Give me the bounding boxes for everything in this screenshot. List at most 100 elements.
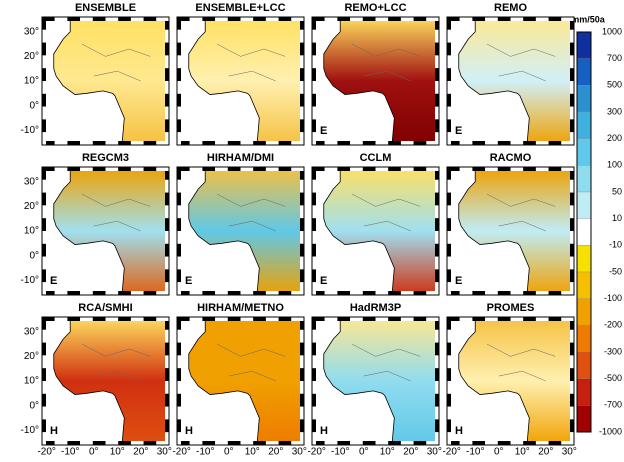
frame-tick xyxy=(570,107,574,120)
frame-tick xyxy=(536,317,549,321)
frame-tick xyxy=(177,343,181,356)
frame-tick xyxy=(165,419,169,432)
frame-tick xyxy=(144,317,157,321)
frame-tick xyxy=(177,17,181,30)
frame-tick xyxy=(447,167,451,180)
frame-tick xyxy=(401,291,414,295)
frame-tick xyxy=(312,193,316,206)
figure: mm/50a ENSEMBLE30°20°10°0°-10°ENSEMBLE+L… xyxy=(0,0,624,457)
panel-title: HIRHAM/DMI xyxy=(207,152,274,164)
frame-tick xyxy=(312,244,316,257)
frame-tick xyxy=(131,141,144,145)
frame-tick xyxy=(93,17,106,21)
frame-tick xyxy=(472,141,485,145)
colorbar-segment xyxy=(577,165,591,192)
frame-tick xyxy=(536,441,549,445)
frame-tick xyxy=(253,317,266,321)
lon-label: -10° xyxy=(61,447,79,457)
lat-label: 0° xyxy=(29,100,39,111)
frame-tick xyxy=(376,141,389,145)
frame-tick xyxy=(363,317,376,321)
frame-tick xyxy=(42,107,46,120)
frame-tick xyxy=(350,167,363,171)
frame-tick xyxy=(350,141,363,145)
frame-tick xyxy=(570,193,574,206)
lon-label: -10° xyxy=(466,447,484,457)
frame-tick xyxy=(266,291,279,295)
lon-label: 10° xyxy=(380,447,395,457)
colorbar-segment xyxy=(577,405,591,432)
frame-tick xyxy=(177,55,181,68)
frame-tick xyxy=(42,368,46,381)
frame-tick xyxy=(253,291,266,295)
lat-label: 30° xyxy=(24,26,39,37)
frame-tick xyxy=(498,141,511,145)
frame-tick xyxy=(67,317,80,321)
frame-tick xyxy=(291,167,304,171)
frame-tick xyxy=(165,180,169,193)
frame-tick xyxy=(177,94,181,107)
frame-tick xyxy=(300,30,304,43)
frame-tick xyxy=(447,244,451,257)
colorbar-label: 700 xyxy=(607,53,622,63)
colorbar-segment xyxy=(577,85,591,112)
frame-tick xyxy=(570,355,574,368)
frame-tick xyxy=(472,317,485,321)
panel-title: CCLM xyxy=(360,152,392,164)
frame-tick xyxy=(312,167,316,180)
frame-tick xyxy=(363,167,376,171)
frame-tick xyxy=(388,441,401,445)
frame-tick xyxy=(363,17,376,21)
frame-tick xyxy=(93,441,106,445)
frame-tick xyxy=(447,355,451,368)
colorbar-segment xyxy=(577,219,591,246)
frame-tick xyxy=(177,81,181,94)
lon-label: 20° xyxy=(133,447,148,457)
frame-tick xyxy=(447,419,451,432)
frame-tick xyxy=(312,17,316,30)
frame-tick xyxy=(177,218,181,231)
frame-tick xyxy=(190,17,203,21)
lat-label: 10° xyxy=(24,226,39,237)
frame-tick xyxy=(42,257,46,270)
frame-tick xyxy=(447,17,451,30)
frame-tick xyxy=(498,167,511,171)
frame-tick xyxy=(241,441,254,445)
frame-tick xyxy=(485,167,498,171)
frame-tick xyxy=(447,119,451,132)
frame-tick xyxy=(511,141,524,145)
frame-tick xyxy=(118,167,131,171)
panel-title: ENSEMBLE xyxy=(75,2,136,14)
frame-tick xyxy=(312,68,316,81)
colorbar-label: 300 xyxy=(607,106,622,116)
lon-label: 10° xyxy=(245,447,260,457)
frame-tick xyxy=(435,218,439,231)
frame-tick xyxy=(165,244,169,257)
frame-tick xyxy=(435,394,439,407)
frame-tick xyxy=(447,107,451,120)
panel-letter: E xyxy=(185,275,192,287)
frame-tick xyxy=(570,94,574,107)
frame-tick xyxy=(177,30,181,43)
frame-tick xyxy=(177,394,181,407)
frame-tick xyxy=(435,419,439,432)
colorbar-label: -100 xyxy=(604,293,622,303)
frame-tick xyxy=(536,17,549,21)
colorbar-label: -300 xyxy=(604,346,622,356)
frame-tick xyxy=(165,193,169,206)
frame-tick xyxy=(215,17,228,21)
frame-tick xyxy=(118,317,131,321)
frame-tick xyxy=(460,141,473,145)
panel-title: PROMES xyxy=(487,302,535,314)
frame-tick xyxy=(447,282,451,295)
frame-tick xyxy=(42,30,46,43)
frame-tick xyxy=(570,43,574,56)
lat-label: -10° xyxy=(21,275,39,286)
frame-tick xyxy=(144,17,157,21)
frame-tick xyxy=(460,167,473,171)
colorbar-label: -50 xyxy=(609,266,622,276)
frame-tick xyxy=(312,368,316,381)
frame-tick xyxy=(435,55,439,68)
frame-tick xyxy=(300,43,304,56)
frame-tick xyxy=(279,441,292,445)
